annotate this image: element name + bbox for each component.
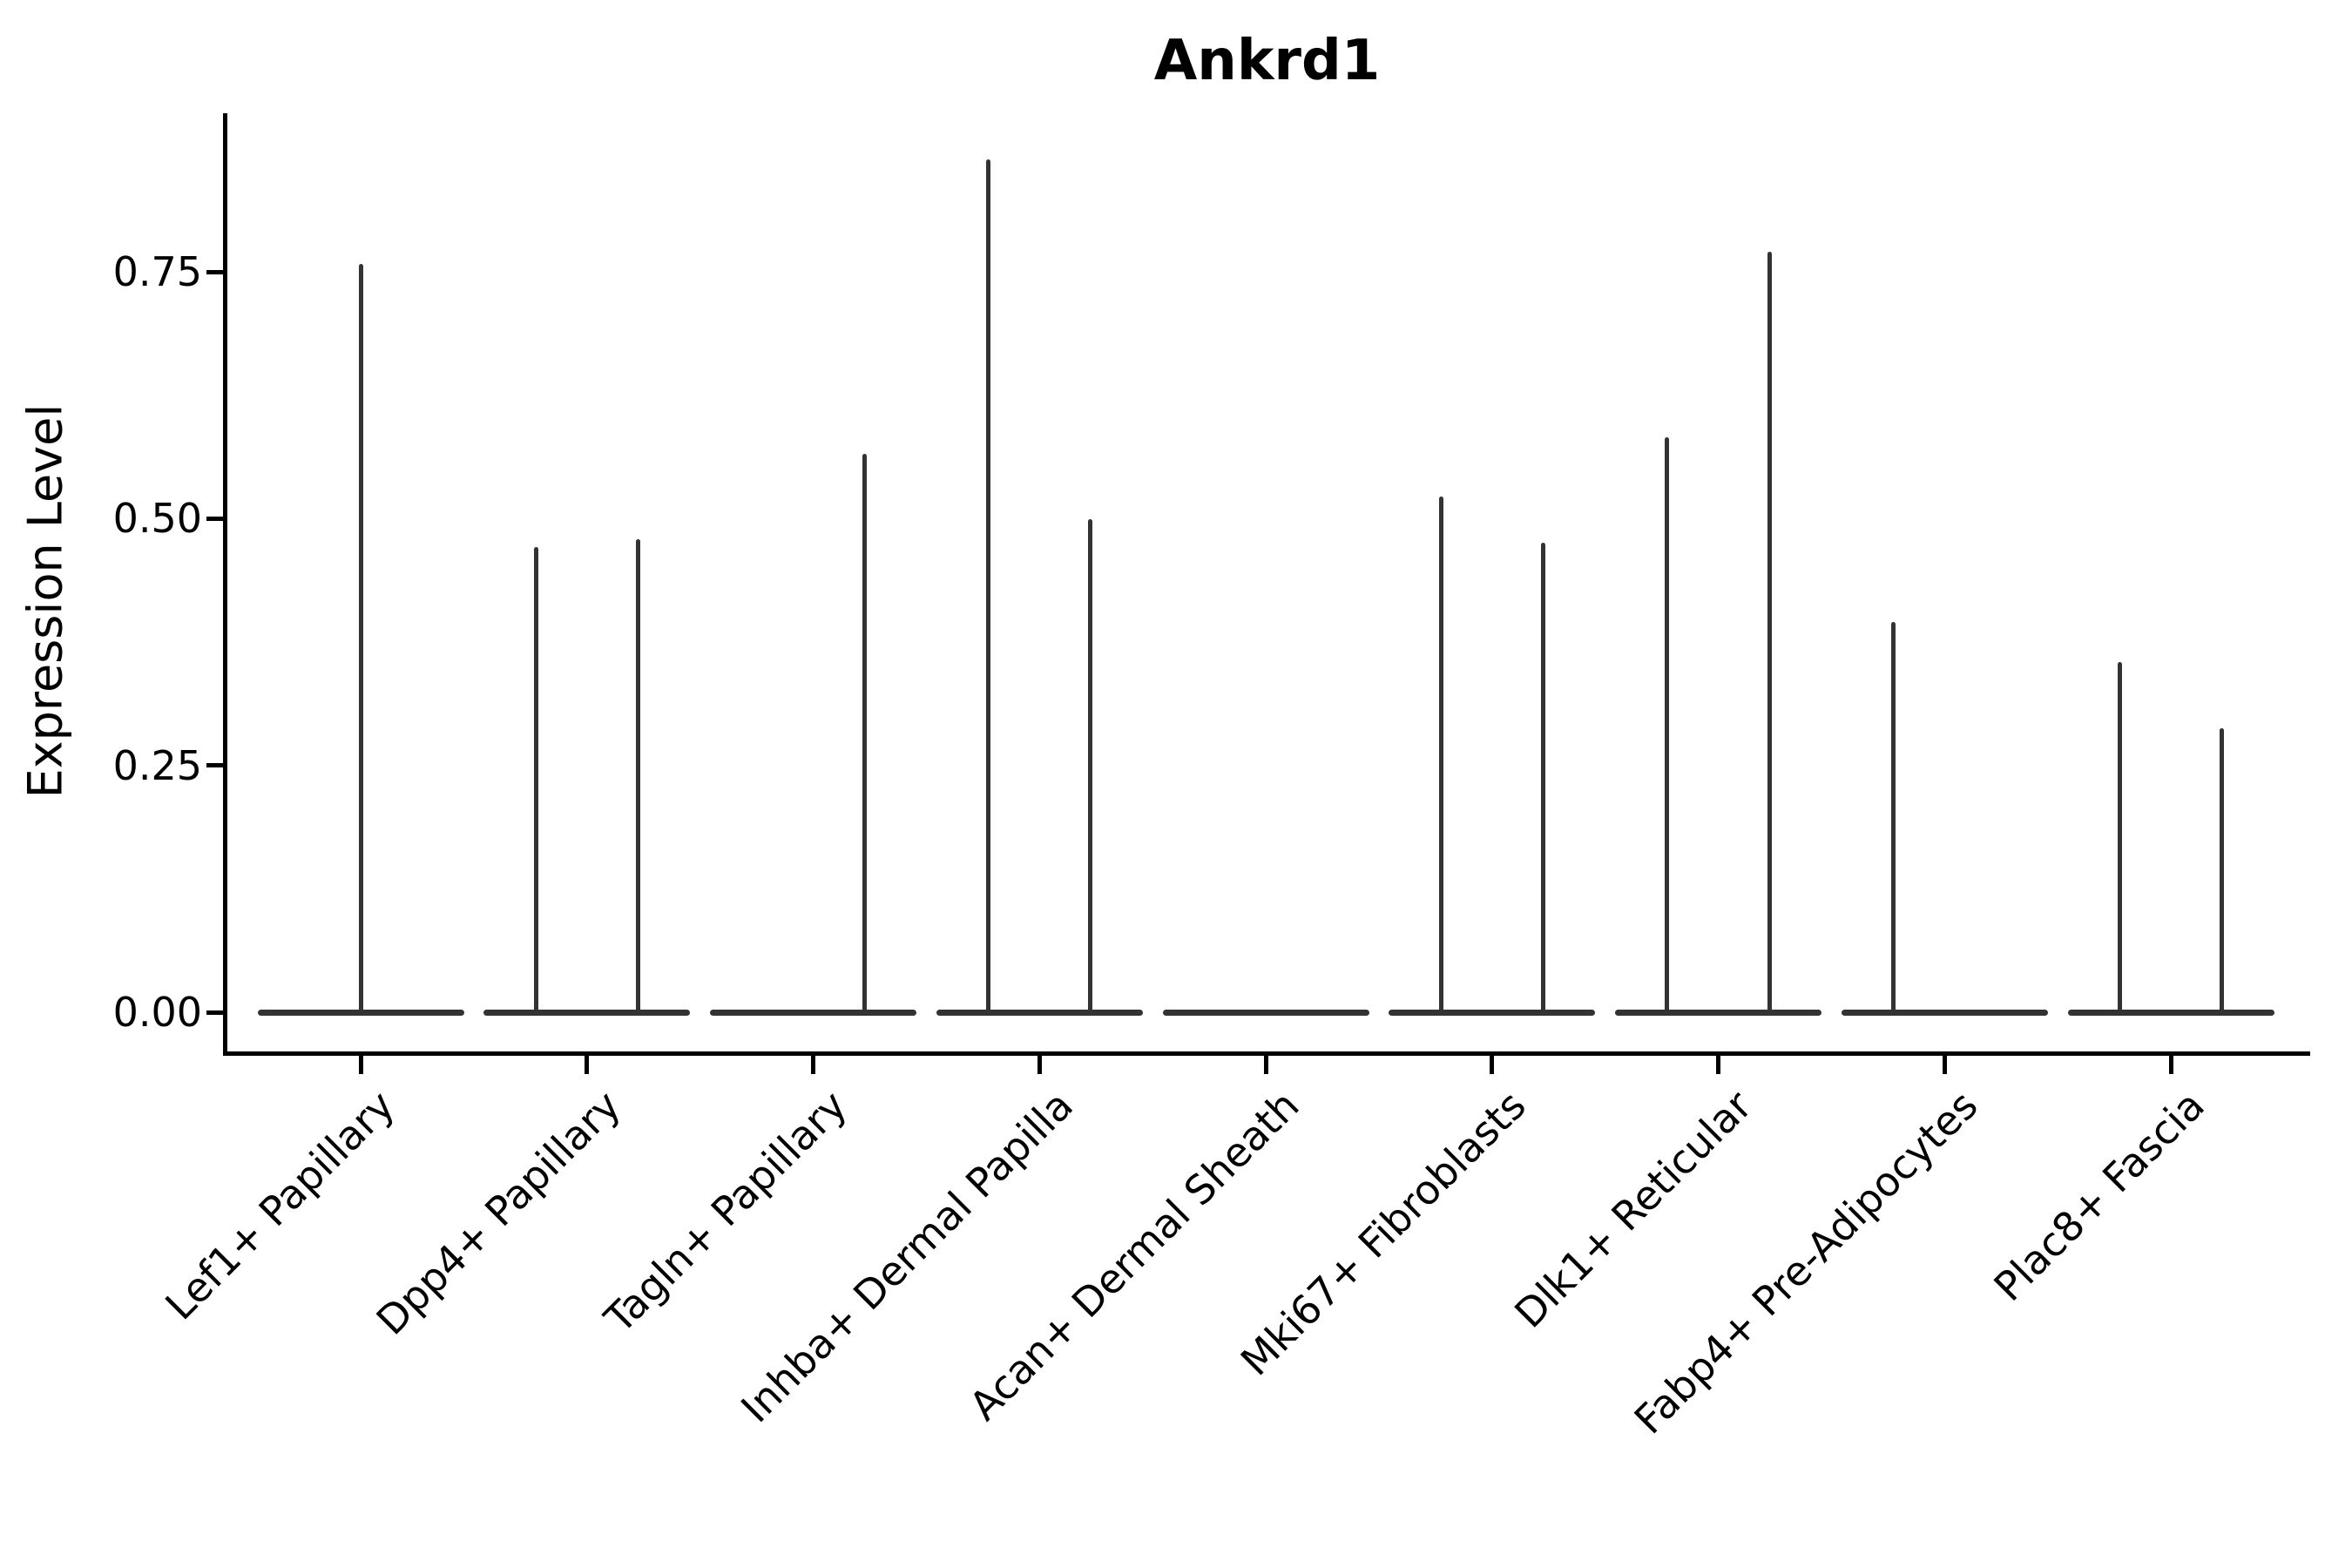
y-tick-label: 0.25: [112, 741, 202, 789]
x-tick-label: Plac8+ Fascia: [1984, 1081, 2213, 1310]
violin-spike: [533, 547, 538, 1016]
violin-spike: [862, 453, 867, 1016]
violin-baseline: [2067, 1010, 2274, 1016]
x-tick-mark: [1037, 1053, 1042, 1074]
y-axis-label: Expression Level: [17, 403, 73, 799]
violin-baseline: [483, 1010, 691, 1016]
x-tick-mark: [811, 1053, 815, 1074]
y-tick-label: 0.75: [112, 248, 202, 296]
violin-baseline: [1615, 1010, 1821, 1016]
violin-spike: [1540, 542, 1545, 1016]
violin-spike: [2117, 661, 2122, 1016]
violin-spike: [1438, 497, 1443, 1016]
chart-title: Ankrd1: [1153, 29, 1381, 93]
violin-baseline: [1841, 1010, 2048, 1016]
violin-spike: [986, 159, 991, 1016]
y-tick-label: 0.50: [112, 495, 202, 543]
x-tick-mark: [1716, 1053, 1720, 1074]
violin-spike: [1891, 622, 1896, 1016]
y-tick-mark: [206, 269, 226, 274]
y-tick-mark: [206, 763, 226, 768]
x-tick-label: Dpp4+ Papillary: [367, 1081, 630, 1344]
x-tick-mark: [585, 1053, 590, 1074]
violin-spike: [1088, 519, 1093, 1016]
violin-baseline: [710, 1010, 916, 1016]
y-tick-mark: [206, 516, 226, 521]
violin-baseline: [936, 1010, 1143, 1016]
x-tick-label: Tagln+ Papillary: [595, 1081, 856, 1342]
x-tick-mark: [1490, 1053, 1495, 1074]
x-tick-mark: [2168, 1053, 2173, 1074]
x-tick-mark: [1942, 1053, 1947, 1074]
violin-spike: [1767, 252, 1772, 1016]
y-tick-mark: [206, 1010, 226, 1015]
x-tick-mark: [358, 1053, 363, 1074]
violin-spike: [635, 539, 640, 1016]
violin-baseline: [1162, 1010, 1369, 1016]
violin-baseline: [1389, 1010, 1596, 1016]
y-tick-label: 0.00: [112, 989, 202, 1036]
x-tick-label: Dlk1+ Reticular: [1505, 1081, 1761, 1337]
violin-spike: [1665, 437, 1670, 1016]
violin-spike: [358, 263, 363, 1016]
violin-spike: [2220, 727, 2225, 1016]
x-tick-mark: [1263, 1053, 1268, 1074]
x-tick-label: Lef1+ Papillary: [155, 1081, 403, 1329]
y-axis-spine: [223, 113, 227, 1056]
